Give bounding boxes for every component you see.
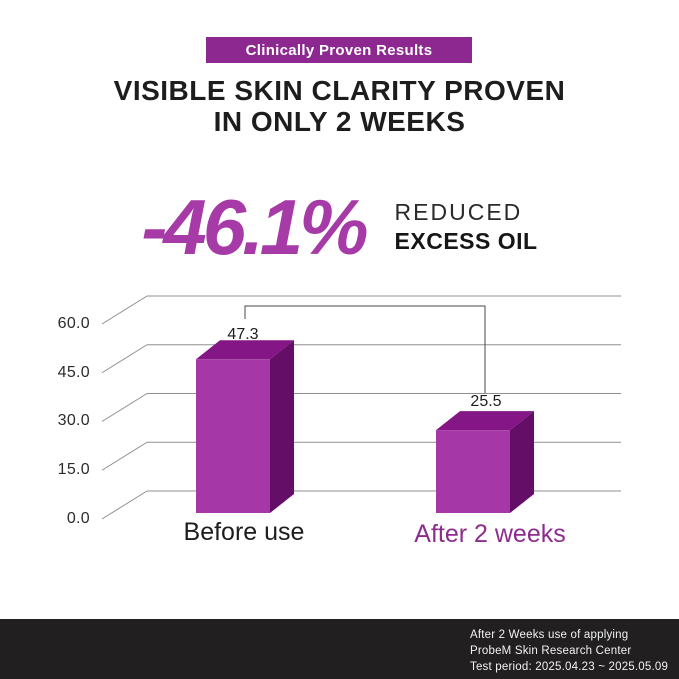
results-badge: Clinically Proven Results [206,37,472,63]
footer-line: After 2 Weeks use of applying [470,629,629,641]
footer-line: ProbeM Skin Research Center [470,645,632,657]
gridline-diagonal [101,490,148,520]
stat-description: REDUCED EXCESS OIL [395,198,538,256]
stat-desc-line1: REDUCED [394,199,523,225]
bar-side-face [270,340,294,513]
gridline-diagonal [101,295,148,325]
main-title: VISIBLE SKIN CLARITY PROVEN IN ONLY 2 WE… [0,75,679,137]
category-label: After 2 weeks [414,520,566,548]
stat-row: -46.1% REDUCED EXCESS OIL [0,182,679,272]
bar-front-face [196,359,270,513]
gridline-diagonal [101,441,148,471]
results-badge-label: Clinically Proven Results [245,41,433,59]
stat-desc-line2: EXCESS OIL [394,228,538,254]
stat-value: -46.1% [141,183,368,271]
ytick-label: 0.0 [66,510,90,527]
bar-value-label: 47.3 [227,326,259,343]
bar-value-label: 25.5 [470,393,502,410]
footer-line: Test period: 2025.04.23 ~ 2025.05.09 [470,661,669,673]
main-title-line2: IN ONLY 2 WEEKS [213,106,466,137]
ytick-label: 15.0 [57,461,90,478]
bar-side-face [510,411,534,513]
comparison-bracket [244,305,486,393]
category-label: Before use [183,518,305,546]
bar-top-face [436,411,534,431]
ytick-label: 45.0 [57,364,90,381]
gridline-diagonal [101,344,148,374]
ytick-label: 60.0 [57,315,90,332]
footer-bar: After 2 Weeks use of applying ProbeM Ski… [0,619,679,679]
gridline-diagonal [101,393,148,422]
bar-top-face [196,340,294,360]
main-title-line1: VISIBLE SKIN CLARITY PROVEN [113,75,566,106]
ytick-label: 30.0 [57,412,90,429]
footer-text: After 2 Weeks use of applying ProbeM Ski… [470,627,668,675]
bar-front-face [436,430,510,513]
